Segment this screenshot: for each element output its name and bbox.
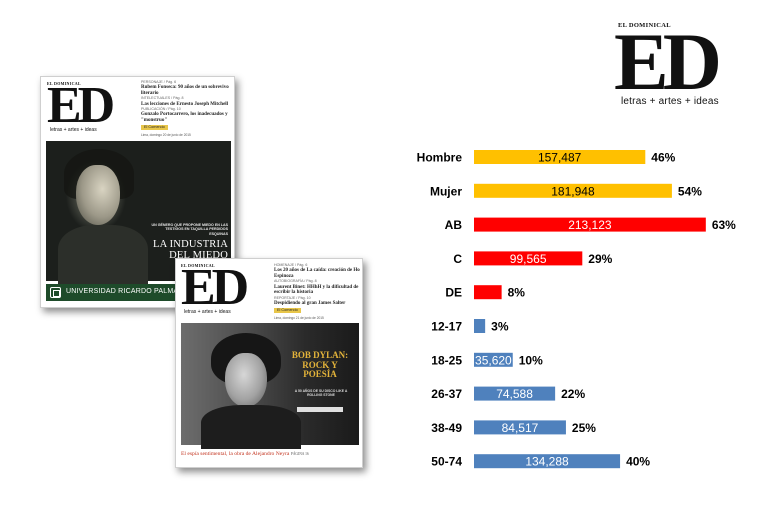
bar-50-74 (474, 454, 621, 469)
cover-blurb: UN GÉNERO QUE PROPONE MIEDO EN LAS TESTI… (151, 223, 228, 236)
category-label: AB (445, 218, 463, 232)
category-label: 38-49 (431, 421, 462, 435)
teaser-section: AUTOBIOGRAFÍA / Pág. 8 (274, 279, 317, 284)
cover-title: BOB DYLAN: ROCK Y POESÍA (291, 350, 349, 380)
magazine-cover-2: EL DOMINICAL ED letras + artes + ideas H… (175, 258, 363, 468)
percent-label: 40% (626, 455, 650, 469)
bar-26-37 (474, 386, 556, 401)
cover-tagline: letras + artes + ideas (50, 127, 97, 133)
percent-label: 25% (572, 421, 596, 435)
teaser-section: HOMENAJE / Pág. 6 (274, 263, 308, 267)
category-label: 12-17 (431, 320, 462, 334)
category-label: DE (445, 286, 462, 300)
data-label: 181,948 (551, 184, 595, 198)
cover-strap-tag: PÁGINA 16 (290, 452, 309, 456)
photo-face-shape (76, 165, 120, 225)
percent-label: 46% (651, 151, 675, 165)
cover-photo: UN GÉNERO QUE PROPONE MIEDO EN LAS TESTI… (46, 141, 231, 285)
teaser-headline: Despidiendo al gran James Salter (274, 300, 346, 306)
data-label: 99,565 (510, 252, 547, 266)
cover-strap-text: El espía sentimental, la obra de Alejand… (181, 451, 290, 457)
cover-badge: El Comercio (141, 124, 168, 130)
data-label: 35,620 (475, 353, 512, 367)
cover-badge: El Comercio (274, 307, 301, 313)
magazine-cover-1: EL DOMINICAL ED letras + artes + ideas P… (40, 76, 235, 308)
cover-pill-shape (297, 407, 343, 412)
teaser-section: PERSONAJE / Pág. 6 (141, 80, 177, 84)
percent-label: 3% (491, 320, 509, 334)
bar-c (474, 251, 583, 266)
category-label: 26-37 (431, 387, 462, 401)
percent-label: 10% (519, 353, 543, 367)
cover-logo: ED (47, 77, 115, 134)
chart-marks: Hombre 157,487 46% Mujer 181,948 54% AB 213,123… (417, 150, 736, 469)
bar-12-17 (474, 319, 486, 333)
teaser-section: PUBLICACIÓN / Pág. 10 (141, 107, 181, 112)
cover-dateline: Lima, domingo 20 de junio de 2015 (141, 133, 191, 137)
teaser-section: REPORTAJE / Pág. 10 (274, 295, 311, 300)
data-label: 84,517 (502, 421, 539, 435)
teaser-section: INTELECTUALES / Pág. 8 (141, 96, 184, 101)
brand-tagline: letras + artes + ideas (621, 96, 719, 107)
teaser-headline: Laurent Binet: HHhH y la dificultad de e… (274, 284, 359, 296)
data-label: 157,487 (538, 151, 582, 165)
cover-logo: ED (181, 259, 249, 316)
bar-ab (474, 217, 706, 232)
category-label: Mujer (430, 184, 462, 198)
data-label: 134,288 (525, 455, 569, 469)
percent-label: 22% (561, 387, 585, 401)
bar-18-25 (474, 352, 513, 367)
cover-title: LA INDUSTRIA DEL MIEDO (152, 239, 228, 261)
category-label: C (453, 252, 462, 266)
bar-mujer (474, 183, 672, 198)
bar-hombre (474, 150, 646, 164)
cover-footer-text: UNIVERSIDAD RICARDO PALMA (66, 288, 179, 295)
teaser-headline: Los 20 años de La caída: creación de Ho … (274, 268, 360, 279)
cover-kicker: EL DOMINICAL (181, 263, 215, 268)
bar-38-49 (474, 420, 566, 435)
percent-label: 63% (712, 218, 736, 232)
cover-strap: El espía sentimental, la obra de Alejand… (181, 451, 359, 457)
data-label: 213,123 (568, 218, 612, 232)
percent-label: 54% (678, 184, 702, 198)
cover-blurb: A 50 AÑOS DE SU DISCO LIKE A ROLLING STO… (294, 389, 348, 398)
photo-body-shape (58, 225, 148, 285)
brand-wordmark: ED (614, 16, 722, 107)
brand-logo: EL DOMINICAL ED letras + artes + ideas (614, 16, 733, 112)
cover-teasers: HOMENAJE / Pág. 6 Los 20 años de La caíd… (274, 263, 362, 313)
category-label: Hombre (417, 151, 463, 165)
data-label: 74,588 (496, 387, 533, 401)
teaser-headline: Rubem Fonseca: 90 años de un sobrevivo l… (141, 85, 229, 96)
photo-face-shape (225, 353, 267, 407)
cover-photo: BOB DYLAN: ROCK Y POESÍA A 50 AÑOS DE SU… (181, 323, 359, 449)
category-label: 50-74 (431, 455, 462, 469)
percent-label: 8% (508, 286, 526, 300)
cover-kicker: EL DOMINICAL (47, 81, 81, 86)
teaser-headline: Gonzalo Portocarrero, los inadecuados y … (141, 112, 228, 123)
cover-dateline: Lima, domingo 21 de junio de 2015 (274, 316, 324, 320)
university-logo-icon (50, 287, 61, 298)
category-label: 18-25 (431, 353, 462, 367)
cover-masthead: EL DOMINICAL ED letras + artes + ideas (47, 77, 127, 137)
cover-teasers: PERSONAJE / Pág. 6 Rubem Fonseca: 90 año… (141, 80, 233, 130)
cover-masthead: EL DOMINICAL ED letras + artes + ideas (181, 259, 261, 319)
percent-label: 29% (588, 252, 612, 266)
photo-body-shape (201, 405, 301, 449)
bar-de (474, 285, 502, 300)
brand-kicker: EL DOMINICAL (618, 22, 671, 29)
cover-tagline: letras + artes + ideas (184, 309, 231, 315)
teaser-headline: Las lecciones de Ernesto Joseph Mitchell (141, 101, 229, 107)
